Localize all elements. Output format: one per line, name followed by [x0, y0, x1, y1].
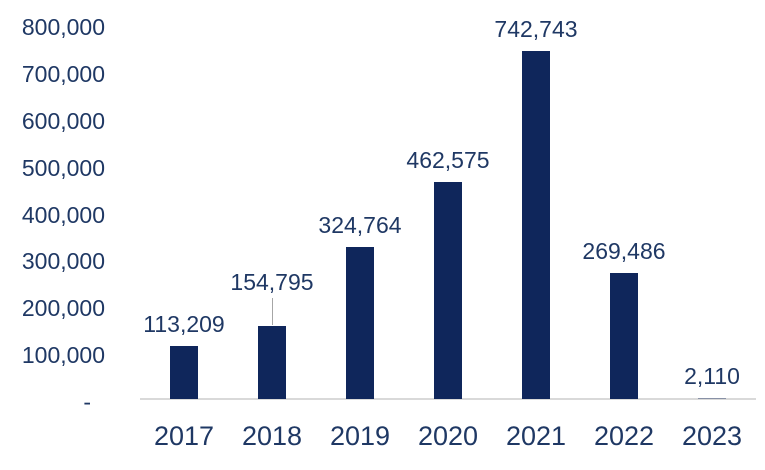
- y-tick-label-200000: 200,000: [21, 295, 105, 322]
- y-tick-label-300000: 300,000: [21, 248, 105, 275]
- x-tick-label-2022: 2022: [593, 421, 655, 451]
- bar-2018: [258, 326, 286, 399]
- data-label-2020: 462,575: [406, 147, 490, 174]
- bar-2017: [170, 345, 198, 399]
- bar-2022: [610, 272, 638, 399]
- data-label-2023: 2,110: [684, 362, 740, 389]
- x-tick-label-2023: 2023: [681, 421, 743, 451]
- data-label-2021: 742,743: [494, 15, 578, 42]
- x-tick-label-2019: 2019: [329, 421, 391, 451]
- data-label-2019: 324,764: [318, 211, 402, 238]
- data-label-leader-line-2018: [272, 298, 273, 326]
- y-tick-label-500000: 500,000: [21, 154, 105, 181]
- x-tick-label-2017: 2017: [153, 421, 215, 451]
- x-tick-label-2020: 2020: [417, 421, 479, 451]
- data-label-2018: 154,795: [230, 269, 314, 296]
- data-label-2017: 113,209: [143, 310, 225, 337]
- y-tick-label-400000: 400,000: [21, 201, 105, 228]
- x-tick-label-2018: 2018: [241, 421, 303, 451]
- x-tick-label-2021: 2021: [505, 421, 567, 451]
- y-tick-label-0: -: [83, 389, 91, 415]
- y-tick-label-600000: 600,000: [21, 107, 105, 134]
- data-label-2022: 269,486: [582, 237, 666, 264]
- bar-2020: [434, 182, 462, 399]
- y-tick-label-700000: 700,000: [21, 60, 105, 87]
- bar-2019: [346, 246, 374, 399]
- bar-2021: [522, 50, 550, 399]
- x-axis-line: [140, 398, 756, 400]
- y-tick-label-800000: 800,000: [21, 14, 105, 40]
- y-tick-label-100000: 100,000: [21, 342, 105, 369]
- bar-2023: [698, 397, 726, 399]
